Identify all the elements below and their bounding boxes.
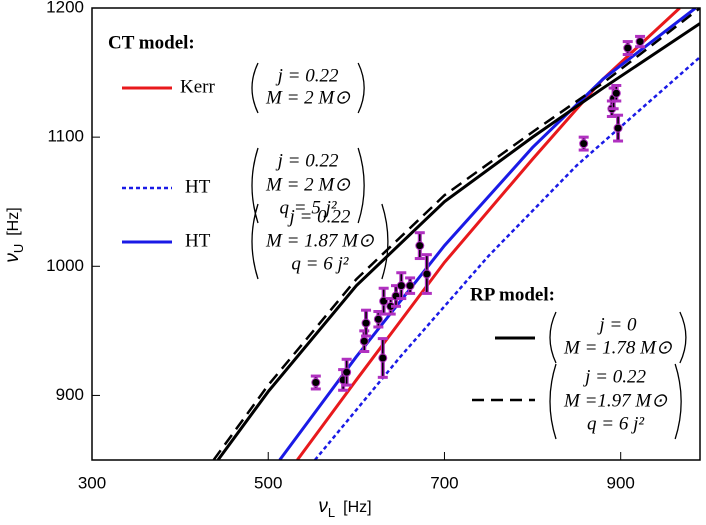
data-point [310,374,321,391]
legend-param: j = 0.22 [275,150,339,171]
data-point [377,337,388,379]
curve [216,22,700,460]
legend-name: HT [185,176,211,197]
y-tick-label: 1200 [46,0,84,16]
point [623,43,633,53]
legend-group-title: RP model: [470,284,555,305]
legend-param: q = 6 j² [587,413,644,434]
curve [296,8,681,460]
legend-param: M = 1.78 M⊙ [563,337,672,358]
point [311,378,321,388]
legend-paren [251,147,259,224]
data-point [611,83,622,103]
data-point [578,135,589,152]
x-tick-label: 700 [430,473,458,492]
legend-paren [251,62,259,114]
legend-param: q = 6 j² [291,253,348,274]
point [373,314,383,324]
point [415,241,425,251]
data-point [385,297,396,316]
data-point [414,231,425,261]
legend-paren [251,203,259,280]
x-label-sub: L [328,505,335,520]
point [379,296,389,306]
data-point [613,113,624,143]
point [579,139,589,149]
point [405,281,415,291]
data-point [361,308,372,338]
y-label-unit: [Hz] [5,207,22,235]
y-label-sub: U [11,244,26,253]
x-tick-label: 900 [607,473,635,492]
point [422,269,432,279]
legend-param: j = 0.22 [275,65,339,86]
legend-name: HT [185,230,211,251]
legend-paren [357,147,365,224]
x-tick-label: 300 [78,473,106,492]
legend-paren [549,311,557,364]
data-point [421,253,432,295]
point [396,281,406,291]
point [635,37,645,47]
point [613,123,623,133]
legend-param: M = 2 M⊙ [265,174,350,195]
legend-param: M = 1.87 M⊙ [265,230,374,251]
y-tick-label: 900 [56,385,84,404]
data-point [341,357,352,387]
data-point [622,40,633,56]
legend-paren [357,62,365,114]
legend-group-title: CT model: [108,32,195,53]
x-label-unit: [Hz] [343,499,371,516]
point [342,367,352,377]
point [359,336,369,346]
y-label-symbol: ν [2,253,23,263]
legend-paren [679,311,687,364]
point [611,88,621,98]
x-label-symbol: ν [318,496,328,517]
legend-param: j = 0.22 [287,206,351,227]
legend-param: M =1.97 M⊙ [563,390,667,411]
x-axis-label: νL [Hz] [318,496,371,520]
legend-param: j = 0.22 [582,366,646,387]
point [361,318,371,328]
plot-area [212,8,700,460]
curve [212,8,700,460]
legend-paren [674,363,682,440]
legend-param: j = 0 [596,314,637,335]
y-tick-label: 1000 [46,256,84,275]
plot-frame [91,7,701,461]
x-tick-label: 500 [254,473,282,492]
data-point [405,276,416,295]
legend-paren [549,363,557,440]
data-point [635,34,646,49]
legend-param: q = 5 j² [280,197,337,218]
point [378,353,388,363]
y-axis-label: νU [Hz] [2,207,26,262]
legend-param: M = 2 M⊙ [265,87,350,108]
legend-paren [381,203,389,280]
data-point [396,271,407,301]
data-point [373,309,384,329]
legend-name: Kerr [180,76,215,97]
y-tick-label: 1100 [47,127,84,146]
